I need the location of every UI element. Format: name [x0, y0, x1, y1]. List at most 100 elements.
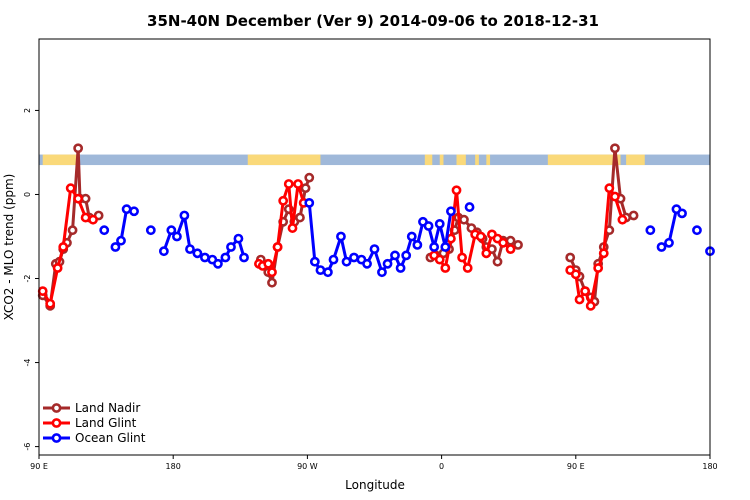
- ocean-glint-point: [429, 242, 440, 252]
- series-layer: [37, 143, 715, 311]
- ocean-glint-point: [362, 258, 372, 269]
- ocean-glint-point: [213, 258, 223, 269]
- ocean-glint-point: [692, 225, 702, 236]
- land-glint-point: [593, 263, 604, 273]
- chart-title: 35N-40N December (Ver 9) 2014-09-06 to 2…: [147, 12, 599, 30]
- land-glint-point: [610, 191, 620, 202]
- land-band-segment: [486, 154, 491, 166]
- land-glint-point: [498, 237, 509, 248]
- y-axis: 2 0 -2 -4 -6: [23, 108, 39, 451]
- land-glint-point: [570, 269, 581, 280]
- series-land-glint: [37, 179, 628, 311]
- ocean-glint-point: [328, 254, 339, 265]
- ocean-glint-point: [129, 206, 139, 217]
- land-nadir-point: [610, 143, 620, 154]
- ocean-glint-point: [199, 252, 210, 263]
- land-glint-point: [278, 195, 289, 206]
- land-glint-point: [434, 254, 445, 265]
- land-nadir-point: [505, 235, 516, 246]
- ocean-glint-point: [464, 202, 475, 212]
- land-glint-point: [598, 248, 609, 259]
- x-tick-label: 90 E: [567, 462, 585, 471]
- x-axis: 90 E 180 90 W 0 90 E 180: [30, 455, 718, 471]
- land-glint-point: [440, 263, 451, 273]
- ocean-glint-point: [369, 244, 380, 255]
- land-glint-point: [580, 286, 591, 297]
- land-nadir-point: [565, 252, 576, 263]
- legend-label: Land Glint: [75, 416, 137, 430]
- land-band-segment: [247, 154, 321, 166]
- land-nadir-point: [80, 193, 91, 204]
- ocean-glint-point: [166, 225, 177, 236]
- land-band-segment: [456, 154, 466, 166]
- ocean-glint-point: [446, 206, 456, 217]
- ocean-glint-point: [390, 250, 400, 261]
- y-tick-label: 2: [23, 108, 32, 113]
- land-glint-point: [65, 183, 76, 194]
- land-nadir-point: [267, 277, 277, 288]
- land-glint-point: [585, 300, 596, 311]
- land-band-segment: [616, 154, 621, 166]
- land-glint-point: [283, 179, 294, 189]
- ocean-glint-point: [656, 242, 667, 252]
- ocean-glint-point: [645, 225, 656, 236]
- ocean-glint-point: [440, 242, 451, 252]
- ocean-glint-point: [172, 231, 182, 242]
- land-glint-point: [37, 286, 48, 297]
- ocean-glint-point: [121, 204, 132, 215]
- plot-frame: [38, 38, 711, 456]
- land-nadir-point: [304, 172, 315, 183]
- y-tick-label: 0: [23, 192, 32, 197]
- land-band-segment: [547, 154, 614, 166]
- land-nadir-point: [492, 256, 503, 267]
- ocean-glint-point: [233, 233, 244, 244]
- land-band-segment: [475, 154, 479, 166]
- legend-marker: [51, 403, 62, 413]
- ocean-glint-point: [412, 239, 423, 250]
- land-glint-point: [574, 294, 585, 305]
- land-glint-point: [58, 242, 69, 252]
- ocean-glint-point: [110, 242, 121, 252]
- legend-marker: [51, 433, 62, 443]
- ocean-glint-point: [99, 225, 110, 236]
- land-glint-point: [272, 242, 283, 252]
- series-ocean-glint: [99, 197, 715, 278]
- land-glint-point: [457, 252, 468, 263]
- legend-label: Land Nadir: [75, 401, 140, 415]
- x-tick-label: 90 E: [30, 462, 48, 471]
- ocean-glint-point: [226, 242, 236, 252]
- land-glint-point: [462, 263, 473, 273]
- ocean-glint-point: [304, 197, 315, 208]
- land-glint-point: [263, 258, 274, 269]
- land-glint-point: [287, 223, 298, 233]
- land-glint-point: [267, 267, 277, 278]
- ocean-glint-point: [185, 244, 195, 255]
- ocean-glint-point: [395, 263, 406, 273]
- x-axis-label: Longitude: [345, 478, 405, 492]
- ocean-glint-point: [323, 267, 333, 278]
- land-nadir-point: [628, 210, 639, 221]
- land-glint-point: [293, 179, 303, 189]
- ocean-glint-point: [341, 256, 352, 267]
- land-band-segment: [626, 154, 645, 166]
- ocean-band: [39, 154, 710, 166]
- land-nadir-point: [67, 225, 78, 236]
- land-band-segment: [439, 154, 444, 166]
- ocean-glint-point: [158, 246, 169, 257]
- land-nadir-point: [513, 239, 523, 250]
- series-land-nadir: [37, 143, 639, 311]
- legend-item-land-glint: Land Glint: [43, 416, 137, 430]
- land-ocean-band: [39, 154, 710, 166]
- land-glint-point: [617, 214, 628, 225]
- land-glint-point: [52, 263, 63, 273]
- land-glint-point: [73, 193, 84, 204]
- ocean-glint-point: [382, 258, 393, 269]
- x-tick-label: 180: [166, 462, 181, 471]
- ocean-glint-point: [677, 208, 687, 219]
- ocean-glint-point: [401, 250, 412, 261]
- ocean-glint-point: [192, 248, 203, 259]
- x-tick-label: 180: [702, 462, 717, 471]
- land-glint-point: [88, 214, 98, 225]
